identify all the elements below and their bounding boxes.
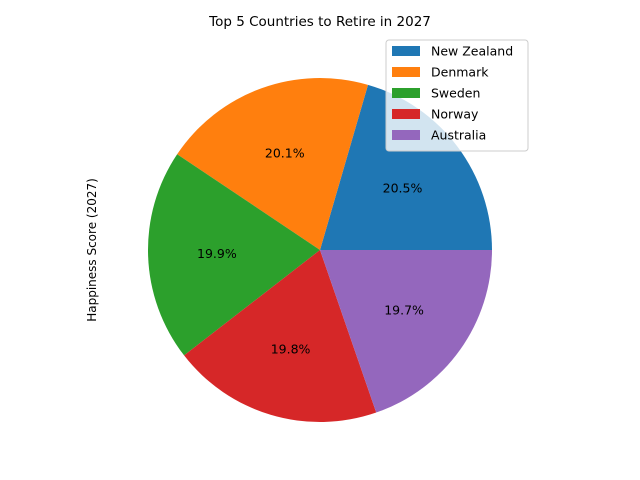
pie-percent-label: 20.5%: [383, 181, 423, 196]
chart-title: Top 5 Countries to Retire in 2027: [208, 14, 431, 30]
legend-swatch: [392, 88, 420, 98]
pie-percent-labels: 20.5% 20.1% 19.9% 19.8% 19.7%: [197, 146, 424, 357]
pie-slices: [147, 77, 492, 422]
legend-frame: [385, 39, 529, 152]
pie-slice-new-zealand: [320, 84, 492, 250]
pie-slice-norway: [184, 250, 377, 422]
legend-swatch: [392, 109, 420, 119]
pie-slice-australia: [320, 250, 492, 413]
y-axis-label: Happiness Score (2027): [85, 178, 99, 322]
legend-label: Sweden: [431, 86, 480, 101]
legend-swatch: [392, 130, 420, 140]
legend-swatch: [392, 46, 420, 56]
legend-label: New Zealand: [431, 44, 513, 59]
pie-percent-label: 19.9%: [197, 246, 237, 261]
pie-percent-label: 19.8%: [271, 341, 311, 356]
legend-label: Denmark: [431, 65, 489, 80]
legend-swatch: [392, 67, 420, 77]
pie-percent-label: 20.1%: [265, 146, 305, 161]
legend-label: Norway: [431, 107, 479, 122]
legend: New Zealand Denmark Sweden Norway Australia: [385, 39, 529, 152]
pie-slice-sweden: [147, 154, 320, 356]
pie-slice-denmark: [177, 77, 368, 250]
legend-label: Australia: [431, 128, 486, 143]
pie-percent-label: 19.7%: [384, 302, 424, 317]
